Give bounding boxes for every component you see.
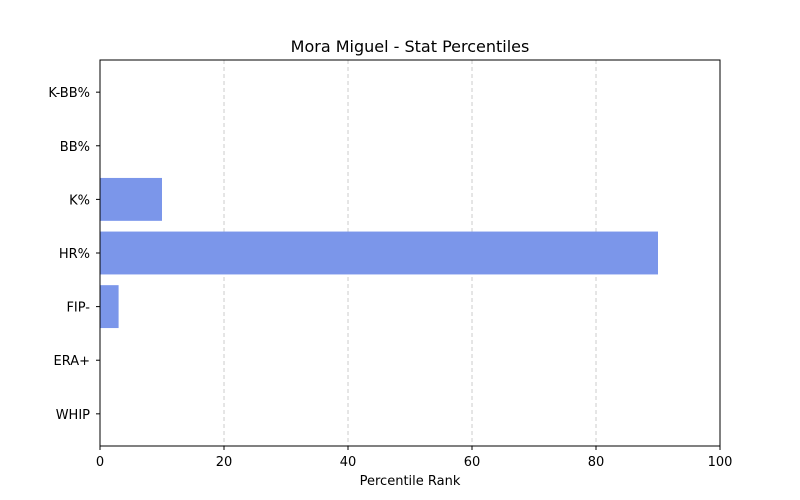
x-axis-label: Percentile Rank — [360, 474, 461, 489]
y-tick-label: ERA+ — [53, 354, 90, 369]
bar-fip- — [100, 285, 119, 329]
x-tick-label: 40 — [340, 455, 357, 470]
bar-k- — [100, 177, 162, 221]
x-tick-label: 80 — [588, 455, 605, 470]
x-tick-label: 0 — [96, 455, 104, 470]
y-tick-label: HR% — [59, 247, 90, 262]
y-axis: WHIP ERA+ FIP- HR% K% BB% K-BB% — [48, 86, 100, 423]
chart-title: Mora Miguel - Stat Percentiles — [291, 37, 530, 56]
y-tick-label: WHIP — [56, 408, 90, 423]
y-tick-label: BB% — [60, 140, 90, 155]
y-tick-label: K% — [69, 193, 90, 208]
x-tick-label: 20 — [216, 455, 233, 470]
y-tick-label: FIP- — [66, 301, 90, 316]
y-tick-label: K-BB% — [48, 86, 90, 101]
x-tick-label: 100 — [708, 455, 733, 470]
x-tick-label: 60 — [464, 455, 481, 470]
bar-hr- — [100, 231, 658, 275]
x-axis: 0 20 40 60 80 100 — [96, 446, 733, 470]
bars — [100, 177, 658, 329]
